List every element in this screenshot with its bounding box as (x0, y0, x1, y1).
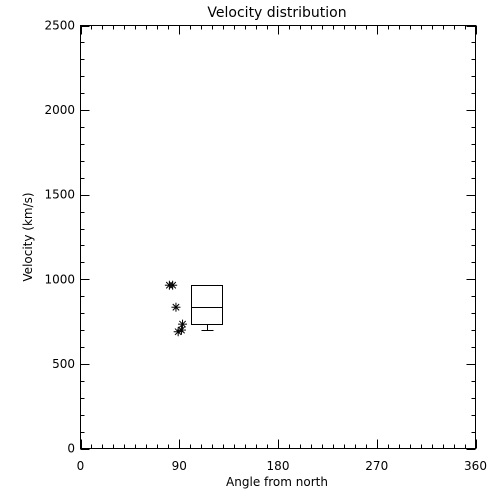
y-tick-label: 500 (52, 357, 75, 371)
y-tick-label: 2000 (44, 103, 75, 117)
x-tick-label: 360 (464, 459, 487, 473)
plot-frame (80, 25, 476, 449)
asterisk-stroke (172, 303, 180, 311)
y-axis: 0 500 1000 1500 2000 2500 (44, 19, 476, 456)
y-tick-label: 1500 (44, 188, 75, 202)
y-axis-label: Velocity (km/s) (21, 192, 35, 281)
asterisk-point (178, 319, 188, 329)
y-tick-label: 1000 (44, 272, 75, 286)
x-axis-label: Angle from north (226, 475, 328, 489)
asterisk-stroke (169, 281, 177, 289)
chart-title: Velocity distribution (207, 5, 346, 21)
x-tick-label: 270 (365, 459, 388, 473)
asterisk-point (176, 325, 186, 335)
asterisk-stroke (179, 320, 187, 328)
y-tick-label: 0 (67, 442, 75, 456)
box-iqr (191, 285, 223, 325)
asterisk-point (171, 302, 181, 312)
asterisk-point (168, 280, 178, 290)
x-tick-label: 0 (77, 459, 85, 473)
y-tick-label: 2500 (44, 19, 75, 33)
plot-marks (164, 280, 223, 337)
x-tick-label: 90 (172, 459, 187, 473)
asterisk-stroke (177, 326, 185, 334)
x-axis: 0 90 180 270 360 (77, 25, 487, 473)
x-tick-label: 180 (267, 459, 290, 473)
